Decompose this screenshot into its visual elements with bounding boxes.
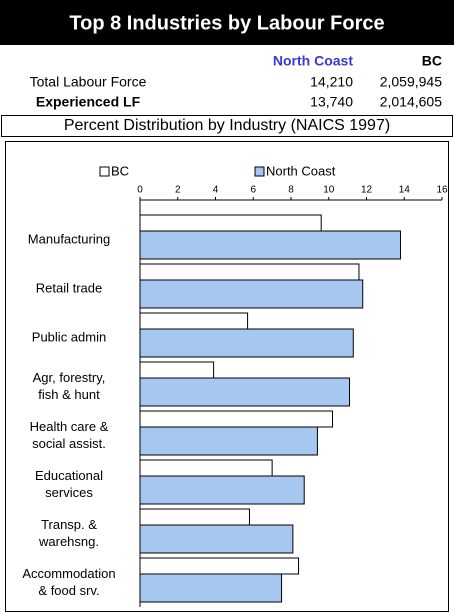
bar xyxy=(139,573,283,603)
bar xyxy=(139,475,305,505)
row-label: Total Labour Force xyxy=(30,74,147,90)
legend-label: BC xyxy=(111,163,129,178)
x-tick-label: 6 xyxy=(250,185,256,196)
bar xyxy=(139,279,364,309)
category-label: Health care & social assist. xyxy=(29,419,109,451)
bar xyxy=(139,328,354,358)
bar xyxy=(139,426,318,456)
category-label: Accommodation & food srv. xyxy=(22,566,116,598)
bar xyxy=(139,459,273,477)
bar xyxy=(139,361,215,379)
row-label: Experienced LF xyxy=(36,94,141,110)
x-tick-label: 4 xyxy=(213,185,219,196)
cell: 2,014,605 xyxy=(380,94,442,110)
chart-title: Top 8 Industries by Labour Force xyxy=(69,12,384,34)
bar xyxy=(139,377,351,407)
chart-frame xyxy=(5,141,449,612)
bar xyxy=(139,214,322,232)
subtitle: Percent Distribution by Industry (NAICS … xyxy=(64,117,390,134)
category-label: Transp. & warehsng. xyxy=(39,517,99,549)
cell: 2,059,945 xyxy=(380,74,442,90)
category-label: Retail trade xyxy=(35,280,103,296)
subtitle-box xyxy=(1,115,453,137)
x-tick-label: 14 xyxy=(399,185,411,196)
legend-swatch xyxy=(254,166,265,177)
title-bar xyxy=(0,0,454,45)
bar xyxy=(139,508,250,526)
category-label: Agr, forestry, fish & hunt xyxy=(32,370,106,402)
bar xyxy=(139,557,300,575)
column-header: BC xyxy=(422,53,442,69)
bar xyxy=(139,410,334,428)
category-label: Public admin xyxy=(31,329,107,345)
bar xyxy=(139,230,401,260)
x-tick-label: 10 xyxy=(323,185,335,196)
x-tick-label: 8 xyxy=(288,185,294,196)
column-header: North Coast xyxy=(273,53,353,69)
x-tick-label: 0 xyxy=(137,185,143,196)
category-label: Manufacturing xyxy=(27,231,111,247)
x-tick-label: 2 xyxy=(175,185,181,196)
legend-swatch xyxy=(99,166,110,177)
bar xyxy=(139,312,249,330)
bar xyxy=(139,524,294,554)
bar xyxy=(139,263,360,281)
cell: 14,210 xyxy=(310,74,353,90)
legend-label: North Coast xyxy=(266,163,336,178)
cell: 13,740 xyxy=(310,94,353,110)
x-tick-label: 16 xyxy=(436,185,448,196)
category-label: Educational services xyxy=(35,468,103,500)
x-tick-label: 12 xyxy=(361,185,373,196)
